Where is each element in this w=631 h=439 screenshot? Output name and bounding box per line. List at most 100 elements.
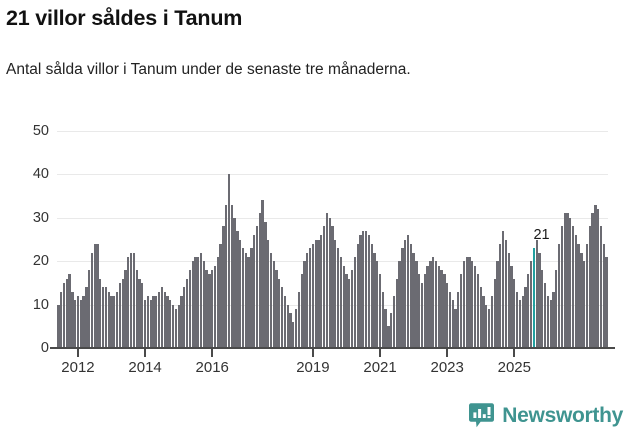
bar[interactable] [286, 304, 289, 348]
bar[interactable] [121, 278, 124, 348]
bar[interactable] [521, 295, 524, 348]
bar[interactable] [107, 291, 110, 348]
bar[interactable] [65, 278, 68, 348]
bar[interactable] [446, 282, 449, 348]
bar[interactable] [308, 248, 312, 348]
bar[interactable] [527, 274, 530, 348]
bar[interactable] [594, 204, 597, 348]
bar[interactable] [188, 269, 191, 348]
bar[interactable] [194, 256, 197, 348]
bar[interactable] [236, 230, 239, 348]
bar[interactable] [149, 300, 152, 348]
bar[interactable] [127, 256, 130, 348]
bar[interactable] [409, 243, 412, 348]
bar[interactable] [294, 308, 298, 348]
bar[interactable] [560, 226, 563, 348]
bar[interactable] [468, 256, 471, 348]
bar[interactable] [429, 261, 432, 348]
bar[interactable] [555, 269, 558, 348]
bar[interactable] [563, 213, 566, 348]
bar[interactable] [239, 239, 242, 348]
bar[interactable] [543, 282, 547, 348]
bar[interactable] [524, 287, 527, 348]
bar[interactable] [225, 204, 228, 348]
bar[interactable] [473, 265, 477, 348]
bar[interactable] [580, 252, 583, 348]
bar[interactable] [577, 243, 580, 348]
bar[interactable] [253, 235, 256, 348]
bar[interactable] [462, 261, 466, 348]
bar[interactable] [143, 300, 147, 348]
bar[interactable] [395, 278, 398, 348]
bar[interactable] [267, 239, 270, 348]
bar[interactable] [541, 269, 544, 348]
bar[interactable] [378, 274, 382, 348]
bar[interactable] [518, 300, 522, 348]
bar[interactable] [110, 295, 113, 348]
bar[interactable] [454, 308, 457, 348]
bar[interactable] [415, 261, 418, 348]
bar[interactable] [362, 230, 365, 348]
bar[interactable] [264, 222, 267, 348]
bar[interactable] [571, 226, 575, 348]
bar[interactable] [129, 252, 133, 348]
bar[interactable] [443, 274, 446, 348]
bar[interactable] [342, 265, 345, 348]
bar[interactable] [451, 300, 454, 348]
bar[interactable] [79, 300, 82, 348]
bar[interactable] [423, 274, 426, 348]
bar[interactable] [373, 252, 376, 348]
bar[interactable] [247, 256, 250, 348]
bar[interactable] [574, 235, 577, 348]
bar[interactable] [390, 313, 393, 348]
bar[interactable] [104, 287, 108, 348]
bar[interactable] [583, 261, 586, 348]
bar[interactable] [57, 304, 60, 348]
bar[interactable] [507, 252, 510, 348]
bar[interactable] [552, 291, 555, 348]
bar[interactable] [487, 308, 491, 348]
bar[interactable] [448, 291, 452, 348]
bar[interactable] [434, 261, 438, 348]
bar[interactable] [227, 174, 231, 348]
bar[interactable] [490, 295, 494, 348]
bar[interactable] [124, 269, 127, 348]
bar[interactable] [311, 243, 315, 348]
bar[interactable] [146, 295, 150, 348]
bar[interactable] [460, 274, 463, 348]
bar[interactable] [169, 300, 172, 348]
bar[interactable] [233, 217, 236, 348]
bar[interactable] [185, 278, 189, 348]
bar[interactable] [588, 226, 591, 348]
bar[interactable] [132, 252, 136, 348]
bar[interactable] [96, 243, 99, 348]
bar[interactable] [420, 282, 424, 348]
bar[interactable] [384, 308, 387, 348]
bar[interactable] [166, 295, 169, 348]
bar[interactable] [183, 287, 186, 348]
bar[interactable] [597, 209, 600, 348]
bar[interactable] [163, 291, 166, 348]
bar[interactable] [482, 295, 485, 348]
bar[interactable] [401, 248, 404, 348]
bar[interactable] [599, 226, 603, 348]
bar[interactable] [99, 278, 102, 348]
bar[interactable] [499, 243, 502, 348]
bar[interactable] [471, 261, 474, 348]
bar[interactable] [437, 265, 440, 348]
bar[interactable] [71, 291, 74, 348]
bar[interactable] [208, 274, 211, 348]
bar[interactable] [118, 282, 122, 348]
bar[interactable] [350, 269, 354, 348]
bar[interactable] [275, 269, 278, 348]
bar[interactable] [370, 243, 373, 348]
bar[interactable] [269, 252, 273, 348]
bar[interactable] [216, 256, 219, 348]
bar[interactable] [336, 248, 340, 348]
bar[interactable] [404, 239, 407, 348]
bar[interactable] [219, 243, 222, 348]
bar[interactable] [205, 269, 208, 348]
bar[interactable] [591, 213, 594, 348]
bar[interactable] [465, 256, 468, 348]
bar[interactable] [535, 239, 538, 348]
